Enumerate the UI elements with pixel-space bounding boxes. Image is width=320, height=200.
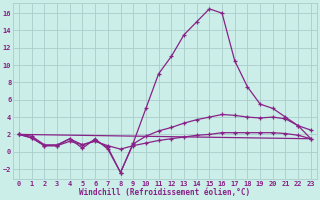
X-axis label: Windchill (Refroidissement éolien,°C): Windchill (Refroidissement éolien,°C) bbox=[79, 188, 251, 197]
